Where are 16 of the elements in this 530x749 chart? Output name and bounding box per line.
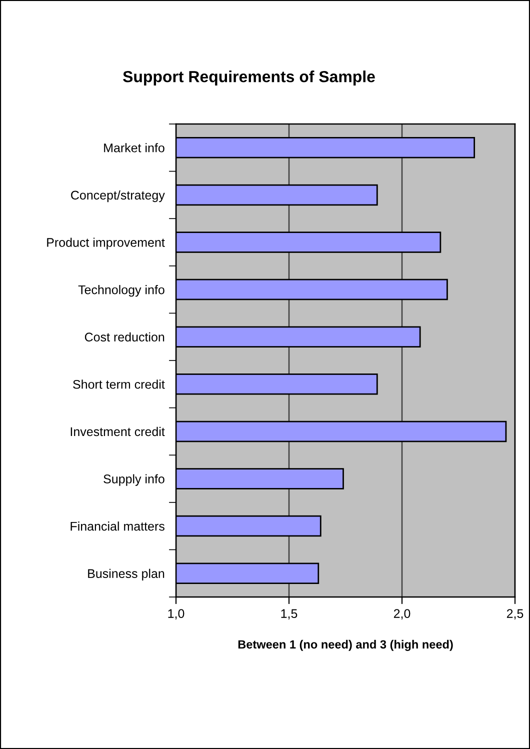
y-tick-label: Investment credit	[70, 426, 165, 436]
x-tick-label: 2,0	[394, 609, 410, 620]
y-tick-label: Supply info	[104, 474, 164, 486]
y-tick-label: Business plan	[88, 568, 164, 580]
y-tick-label: Market info	[104, 143, 164, 152]
y-tick-label: Short term credit	[73, 380, 165, 389]
x-tick-label: 1,5	[281, 609, 298, 620]
y-tick-label: Product improvement	[47, 238, 165, 250]
y-tick-label: Concept/strategy	[71, 190, 165, 202]
chart-title: Support Requirements of Sample	[123, 70, 375, 86]
x-axis-title: Between 1 (no need) and 3 (high need)	[238, 640, 453, 651]
y-tick-label: Cost reduction	[84, 332, 164, 342]
x-tick-label: 1,0	[168, 609, 184, 620]
y-tick-label: Technology info	[78, 285, 164, 297]
x-tick-label: 2,5	[506, 609, 524, 620]
y-tick-label: Financial matters	[70, 522, 164, 531]
